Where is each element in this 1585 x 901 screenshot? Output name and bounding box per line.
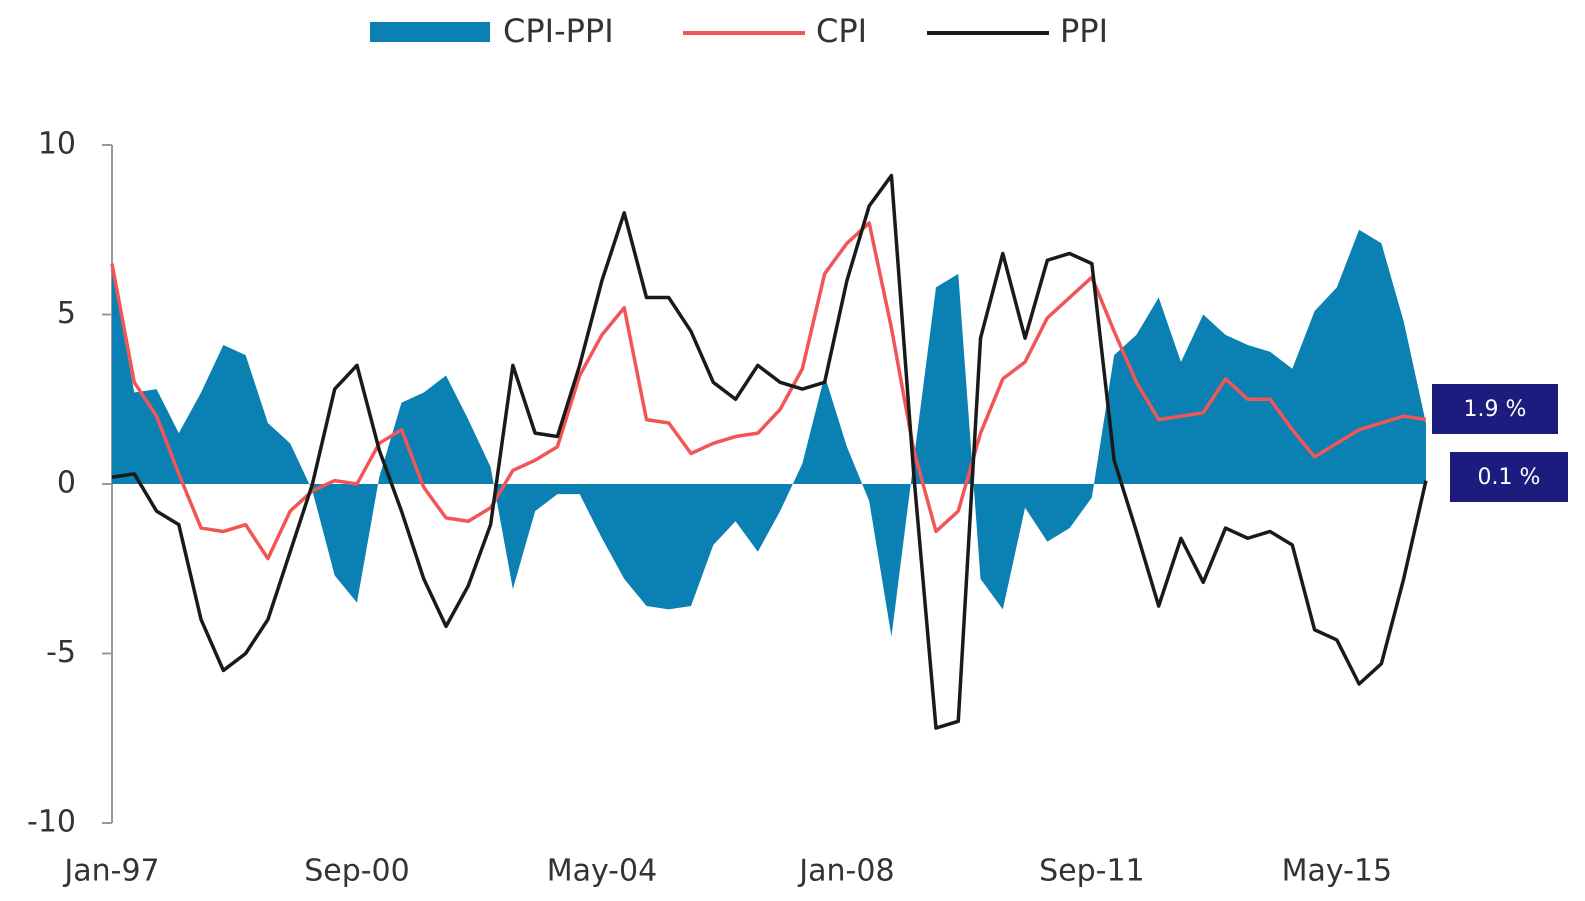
legend-swatch — [370, 22, 490, 42]
annotation-label: 1.9 % — [1464, 397, 1527, 422]
y-tick-label: 10 — [38, 127, 76, 162]
x-tick-label: Jan-97 — [62, 854, 159, 889]
annotation-box — [1432, 384, 1558, 434]
y-tick-label: 5 — [57, 296, 76, 331]
annotation-box — [1450, 452, 1568, 502]
line — [111, 173, 1428, 730]
legend-label: CPI-PPI — [503, 12, 614, 50]
area — [112, 229, 1426, 637]
legend-label: CPI — [816, 12, 867, 50]
annotation-label: 0.1 % — [1478, 465, 1541, 490]
x-tick-label: Sep-11 — [1039, 854, 1145, 889]
x-tick-label: May-15 — [1282, 854, 1393, 889]
x-tick-label: May-04 — [547, 854, 658, 889]
x-tick-label: Jan-08 — [797, 854, 894, 889]
y-tick-label: 0 — [57, 466, 76, 501]
y-tick-label: -10 — [27, 805, 76, 840]
x-tick-label: Sep-00 — [304, 854, 410, 889]
y-tick-label: -5 — [46, 635, 76, 670]
legend-label: PPI — [1060, 12, 1108, 50]
line — [110, 221, 1427, 561]
